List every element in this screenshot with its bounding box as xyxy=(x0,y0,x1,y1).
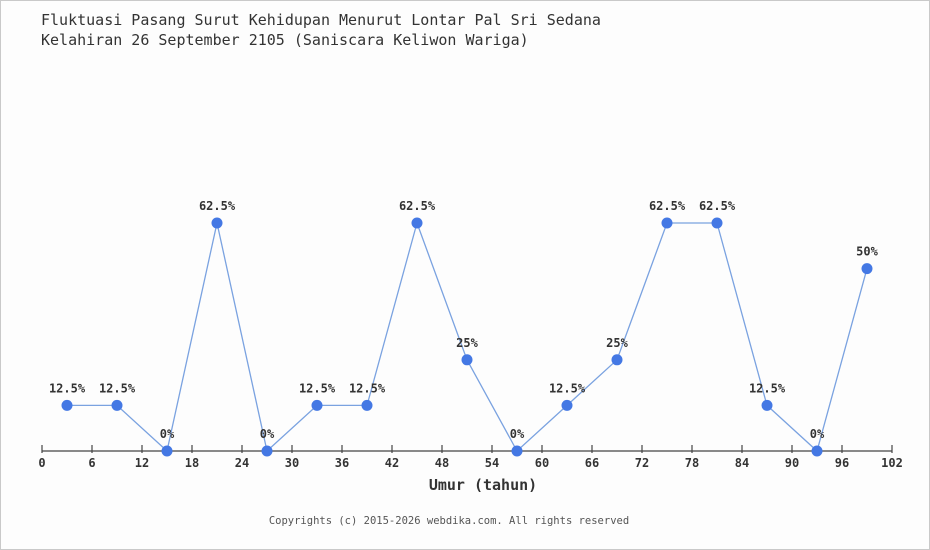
chart-title: Fluktuasi Pasang Surut Kehidupan Menurut… xyxy=(41,10,601,50)
data-point-label: 12.5% xyxy=(749,381,786,395)
data-point-label: 12.5% xyxy=(349,381,386,395)
data-point-label: 12.5% xyxy=(49,381,86,395)
data-point-label: 62.5% xyxy=(699,199,736,213)
data-point-marker xyxy=(211,217,223,229)
x-tick-label: 24 xyxy=(235,456,249,470)
data-point-label: 12.5% xyxy=(299,381,336,395)
data-point-label: 62.5% xyxy=(649,199,686,213)
x-tick-label: 66 xyxy=(585,456,599,470)
data-point-label: 12.5% xyxy=(99,381,136,395)
x-tick-label: 72 xyxy=(635,456,649,470)
data-point-marker xyxy=(511,445,523,457)
data-point-marker xyxy=(761,399,773,411)
data-point-marker xyxy=(561,399,573,411)
x-tick-label: 102 xyxy=(881,456,903,470)
chart-title-line1: Fluktuasi Pasang Surut Kehidupan Menurut… xyxy=(41,11,601,29)
chart-title-line2: Kelahiran 26 September 2105 (Saniscara K… xyxy=(41,31,529,49)
data-point-marker xyxy=(861,263,873,275)
data-point-marker xyxy=(111,399,123,411)
x-tick-label: 30 xyxy=(285,456,299,470)
data-point-label: 62.5% xyxy=(399,199,436,213)
x-tick-label: 90 xyxy=(785,456,799,470)
data-point-marker xyxy=(311,399,323,411)
data-point-marker xyxy=(811,445,823,457)
x-tick-label: 54 xyxy=(485,456,499,470)
x-axis-title: Umur (tahun) xyxy=(428,476,538,494)
data-point-label: 0% xyxy=(260,427,275,441)
data-point-label: 0% xyxy=(510,427,525,441)
data-point-marker xyxy=(61,399,73,411)
data-point-label: 62.5% xyxy=(199,199,236,213)
x-tick-label: 0 xyxy=(38,456,45,470)
data-point-marker xyxy=(711,217,723,229)
data-point-label: 0% xyxy=(160,427,175,441)
data-point-label: 50% xyxy=(856,245,878,259)
x-tick-label: 60 xyxy=(535,456,549,470)
x-tick-label: 78 xyxy=(685,456,699,470)
x-tick-label: 6 xyxy=(88,456,95,470)
x-tick-label: 48 xyxy=(435,456,449,470)
data-point-label: 25% xyxy=(606,336,628,350)
data-point-marker xyxy=(461,354,473,366)
x-tick-label: 84 xyxy=(735,456,749,470)
footer-copyright: Copyrights (c) 2015-2026 webdika.com. Al… xyxy=(268,515,630,527)
x-tick-label: 42 xyxy=(385,456,399,470)
data-point-marker xyxy=(161,445,173,457)
data-point-marker xyxy=(661,217,673,229)
data-point-marker xyxy=(361,399,373,411)
data-point-label: 25% xyxy=(456,336,478,350)
data-point-label: 0% xyxy=(810,427,825,441)
data-point-marker xyxy=(611,354,623,366)
x-tick-label: 12 xyxy=(135,456,149,470)
data-point-label: 12.5% xyxy=(549,381,586,395)
data-point-marker xyxy=(261,445,273,457)
x-tick-label: 96 xyxy=(835,456,849,470)
data-point-marker xyxy=(411,217,423,229)
x-tick-label: 36 xyxy=(335,456,349,470)
x-tick-label: 18 xyxy=(185,456,199,470)
